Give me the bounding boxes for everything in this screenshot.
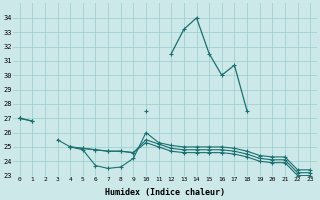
X-axis label: Humidex (Indice chaleur): Humidex (Indice chaleur) [105, 188, 225, 197]
